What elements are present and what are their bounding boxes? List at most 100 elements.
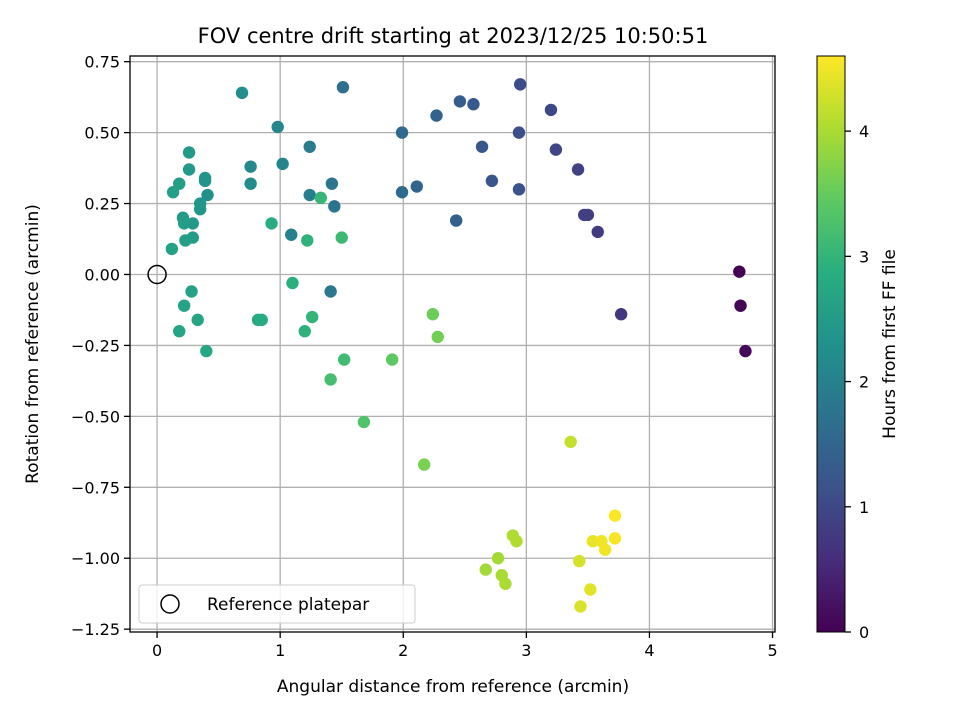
legend-marker — [160, 594, 180, 614]
x-tick-label: 5 — [767, 641, 777, 660]
y-tick-label: −0.50 — [71, 407, 120, 426]
data-point — [395, 126, 409, 139]
y-tick-label: 0.75 — [84, 53, 120, 72]
data-point — [166, 185, 180, 199]
legend: Reference platepar — [138, 584, 416, 624]
data-point — [337, 353, 351, 366]
data-point — [182, 146, 196, 159]
data-point — [573, 554, 586, 568]
y-tick-label: 0.00 — [84, 265, 120, 284]
data-point — [578, 208, 591, 222]
data-point — [449, 214, 463, 227]
data-point — [510, 535, 523, 548]
colorbar-tick-label: 1 — [859, 498, 869, 517]
data-point — [584, 583, 597, 596]
colorbar-tick-label: 2 — [859, 373, 869, 392]
y-tick-label: 0.25 — [84, 195, 120, 214]
data-point — [173, 177, 186, 190]
data-point — [395, 185, 409, 199]
data-point — [198, 174, 212, 188]
x-axis-label: Angular distance from reference (arcmin) — [277, 677, 629, 697]
data-point — [244, 160, 257, 173]
data-point — [357, 415, 371, 429]
y-tick-label: 0.50 — [84, 124, 120, 143]
data-point — [733, 265, 746, 278]
y-tick-label: −0.25 — [71, 336, 120, 355]
data-point — [328, 200, 341, 213]
plot-frame — [129, 55, 776, 633]
data-point — [298, 325, 311, 338]
legend-box — [138, 584, 416, 624]
data-point — [385, 353, 399, 366]
x-tick-label: 2 — [398, 641, 408, 660]
data-point — [335, 231, 348, 244]
data-point — [499, 577, 512, 590]
x-axis-ticks: 0 1 2 3 4 5 — [152, 632, 778, 660]
data-point — [479, 563, 492, 576]
x-tick-label: 3 — [521, 641, 531, 660]
data-point — [182, 163, 196, 176]
y-tick-label: −0.75 — [71, 478, 120, 497]
data-point — [314, 191, 327, 205]
data-point — [265, 217, 278, 230]
data-point — [485, 174, 499, 188]
data-point — [608, 532, 622, 545]
y-tick-label: −1.00 — [71, 549, 120, 568]
data-point — [177, 217, 191, 230]
data-point — [201, 188, 214, 202]
data-point — [417, 458, 431, 471]
data-point — [591, 225, 604, 239]
grid-lines — [130, 56, 775, 632]
data-point — [571, 163, 585, 176]
data-point — [286, 276, 299, 290]
data-point — [285, 228, 298, 241]
data-point — [514, 78, 527, 91]
data-point — [301, 234, 314, 247]
data-point — [734, 299, 747, 312]
x-tick-label: 0 — [152, 641, 162, 660]
colorbar-ticks: 0 1 2 3 4 — [845, 122, 869, 642]
data-point — [177, 299, 191, 312]
data-point — [564, 435, 577, 449]
data-point — [186, 217, 199, 230]
data-point — [544, 103, 558, 117]
y-tick-label: −1.25 — [71, 620, 120, 639]
data-point — [453, 95, 467, 108]
data-point — [512, 126, 526, 139]
data-point — [173, 325, 186, 338]
data-point — [475, 140, 489, 153]
data-point — [271, 120, 284, 134]
data-point — [324, 373, 337, 386]
data-point — [467, 98, 480, 111]
data-point — [324, 285, 337, 298]
data-point — [336, 81, 350, 94]
data-points — [165, 78, 752, 613]
data-point — [165, 242, 179, 256]
data-point — [598, 543, 612, 556]
colorbar-tick-label: 4 — [859, 122, 869, 141]
data-point — [431, 330, 444, 344]
legend-label: Reference platepar — [207, 595, 369, 615]
data-point — [410, 180, 424, 193]
data-point — [193, 203, 207, 216]
data-point — [191, 313, 204, 327]
data-point — [491, 552, 505, 565]
chart-title: FOV centre drift starting at 2023/12/25 … — [198, 24, 709, 48]
data-point — [179, 234, 192, 247]
data-point — [244, 177, 257, 190]
data-point — [235, 86, 249, 100]
colorbar-tick-label: 3 — [859, 247, 869, 266]
data-point — [185, 285, 198, 298]
data-point — [614, 308, 628, 321]
data-point — [200, 344, 213, 358]
data-point — [276, 157, 289, 171]
colorbar-label: Hours from first FF file — [880, 249, 900, 439]
y-axis-ticks: 0.75 0.50 0.25 0.00 −0.25 −0.50 −0.75 −1.00 −1.2… — [71, 53, 130, 639]
reference-marker — [147, 264, 167, 285]
colorbar-tick-label: 0 — [859, 623, 869, 642]
data-point — [303, 140, 316, 153]
colorbar-gradient — [816, 55, 846, 633]
data-point — [303, 188, 316, 202]
data-point — [325, 177, 339, 190]
